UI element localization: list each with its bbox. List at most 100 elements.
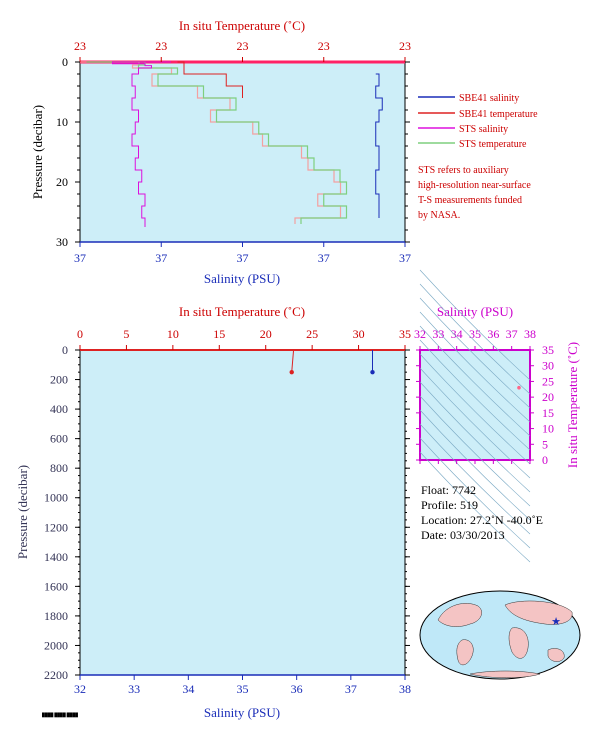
bottom-salinity-tick-label: 35 xyxy=(237,682,249,696)
bottom-pressure-tick-label: 1800 xyxy=(44,609,68,623)
bottom-temp-axis-title: In situ Temperature (˚C) xyxy=(179,304,305,319)
bottom-pressure-tick-label: 800 xyxy=(50,461,68,475)
top-pressure-tick-labels: 0 10 20 30 xyxy=(56,55,68,249)
ts-temp-tick-label: 15 xyxy=(542,406,554,420)
ts-temp-tick-label: 35 xyxy=(542,343,554,357)
top-salinity-axis-title: Salinity (PSU) xyxy=(204,271,280,286)
bottom-temp-tick-label: 5 xyxy=(123,327,129,341)
bottom-pressure-tick-label: 1400 xyxy=(44,550,68,564)
bottom-temp-tick-label: 30 xyxy=(353,327,365,341)
bottom-pressure-tick-label: 2200 xyxy=(44,668,68,682)
top-salinity-tick-label: 37 xyxy=(237,251,249,265)
top-pressure-tick-label: 10 xyxy=(56,115,68,129)
ts-density-contours xyxy=(419,269,531,563)
ts-density-contour xyxy=(419,353,531,465)
top-salinity-tick-label: 37 xyxy=(74,251,86,265)
world-map: ★ xyxy=(419,590,581,680)
bottom-pressure-tick-label: 0 xyxy=(62,343,68,357)
location-line: Location: 27.2˚N -40.0˚E xyxy=(421,513,543,527)
top-temp-tick-label: 23 xyxy=(318,39,330,53)
ts-salinity-tick-label: 33 xyxy=(432,327,444,341)
ts-salinity-axis-title: Salinity (PSU) xyxy=(437,304,513,319)
bottom-salinity-tick-label: 33 xyxy=(128,682,140,696)
legend-label-sbe-salinity: SBE41 salinity xyxy=(459,93,519,104)
ts-temp-tick-label: 10 xyxy=(542,422,554,436)
bottom-pressure-tick-label: 1000 xyxy=(44,491,68,505)
bottom-salinity-tick-label: 32 xyxy=(74,682,86,696)
map-land-south-america xyxy=(456,639,474,666)
bottom-series-end-point-sbe41-temperature xyxy=(289,369,294,375)
bottom-salinity-tick-labels: 32 33 34 35 36 37 38 xyxy=(74,682,411,696)
bottom-pressure-tick-label: 2000 xyxy=(44,638,68,652)
ts-salinity-tick-label: 36 xyxy=(487,327,499,341)
series-line-sbe41-salinity xyxy=(375,73,383,218)
bottom-plot-area xyxy=(79,349,406,676)
ts-temp-tick-label: 20 xyxy=(542,390,554,404)
top-temp-tick-labels: 23 23 23 23 23 xyxy=(74,39,411,53)
bottom-salinity-tick-label: 37 xyxy=(345,682,357,696)
ts-temp-tick-label: 30 xyxy=(542,359,554,373)
legend-note-line-2: high-resolution near-surface xyxy=(418,180,531,191)
series-line-sts-temperature xyxy=(86,61,348,224)
ts-salinity-tick-label: 34 xyxy=(451,327,463,341)
ts-density-contour xyxy=(419,283,531,395)
ts-density-contour xyxy=(419,395,531,507)
bottom-salinity-tick-label: 36 xyxy=(291,682,303,696)
bottom-series-line-sbe41-temperature xyxy=(291,349,295,373)
legend-note-line-4: by NASA. xyxy=(418,210,460,221)
bottom-pressure-axis-title: Pressure (decibar) xyxy=(15,465,30,559)
bottom-temp-tick-label: 0 xyxy=(77,327,83,341)
ts-density-contour xyxy=(419,297,531,409)
legend-label-sbe-temperature: SBE41 temperature xyxy=(459,109,538,120)
ts-salinity-tick-label: 37 xyxy=(506,327,518,341)
ts-temp-tick-label: 5 xyxy=(542,437,548,451)
bottom-pressure-tick-label: 1600 xyxy=(44,579,68,593)
bottom-pressure-tick-label: 1200 xyxy=(44,520,68,534)
float-id-line: Float: 7742 xyxy=(421,483,476,497)
legend-label-sts-temperature: STS temperature xyxy=(459,139,527,150)
top-pressure-tick-label: 0 xyxy=(62,55,68,69)
map-land-australia xyxy=(547,648,565,662)
ts-salinity-tick-labels: 32 33 34 35 36 37 38 xyxy=(414,327,536,341)
ts-salinity-tick-label: 32 xyxy=(414,327,426,341)
top-temp-tick-label: 23 xyxy=(155,39,167,53)
top-temp-tick-label: 23 xyxy=(74,39,86,53)
bottom-tick-marks xyxy=(75,345,410,680)
bottom-series-group xyxy=(289,349,375,375)
ts-temp-tick-label: 0 xyxy=(542,453,548,467)
bottom-series-end-point-sbe41-salinity xyxy=(370,369,375,375)
bottom-temp-tick-label: 15 xyxy=(213,327,225,341)
ts-plot-area xyxy=(419,349,531,461)
ts-density-contour xyxy=(419,451,531,563)
ts-points-group xyxy=(517,385,521,390)
bottom-salinity-tick-label: 38 xyxy=(399,682,411,696)
ts-density-contour xyxy=(419,269,531,381)
bottom-pressure-tick-label: 200 xyxy=(50,373,68,387)
map-land-north-america xyxy=(437,603,482,627)
legend-label-sts-salinity: STS salinity xyxy=(459,124,508,135)
ts-density-contour xyxy=(419,423,531,535)
bottom-pressure-tick-label: 400 xyxy=(50,402,68,416)
ts-density-contour xyxy=(419,311,531,423)
ts-point xyxy=(517,385,521,390)
ts-salinity-tick-label: 35 xyxy=(469,327,481,341)
bottom-pressure-tick-labels: 0 200 400 600 800 1000 1200 1400 1600 1800 2000 220… xyxy=(44,343,68,682)
top-series-group xyxy=(80,61,383,227)
bottom-temp-tick-label: 10 xyxy=(167,327,179,341)
ts-density-contour xyxy=(419,325,531,437)
ts-tick-marks xyxy=(416,346,534,464)
top-tick-marks xyxy=(75,57,410,247)
float-info: Float: 7742 Profile: 519 Location: 27.2˚… xyxy=(421,483,543,542)
map-land-eurasia xyxy=(504,600,573,625)
bottom-salinity-tick-label: 34 xyxy=(182,682,194,696)
legend: SBE41 salinity SBE41 temperature STS sal… xyxy=(418,93,538,221)
bottom-temp-tick-label: 20 xyxy=(260,327,272,341)
date-line: Date: 03/30/2013 xyxy=(421,528,505,542)
ts-density-contour xyxy=(419,409,531,521)
bottom-pressure-tick-label: 600 xyxy=(50,432,68,446)
top-pressure-axis-title: Pressure (decibar) xyxy=(30,105,45,199)
ts-density-contour xyxy=(419,437,531,549)
top-pressure-tick-label: 20 xyxy=(56,175,68,189)
